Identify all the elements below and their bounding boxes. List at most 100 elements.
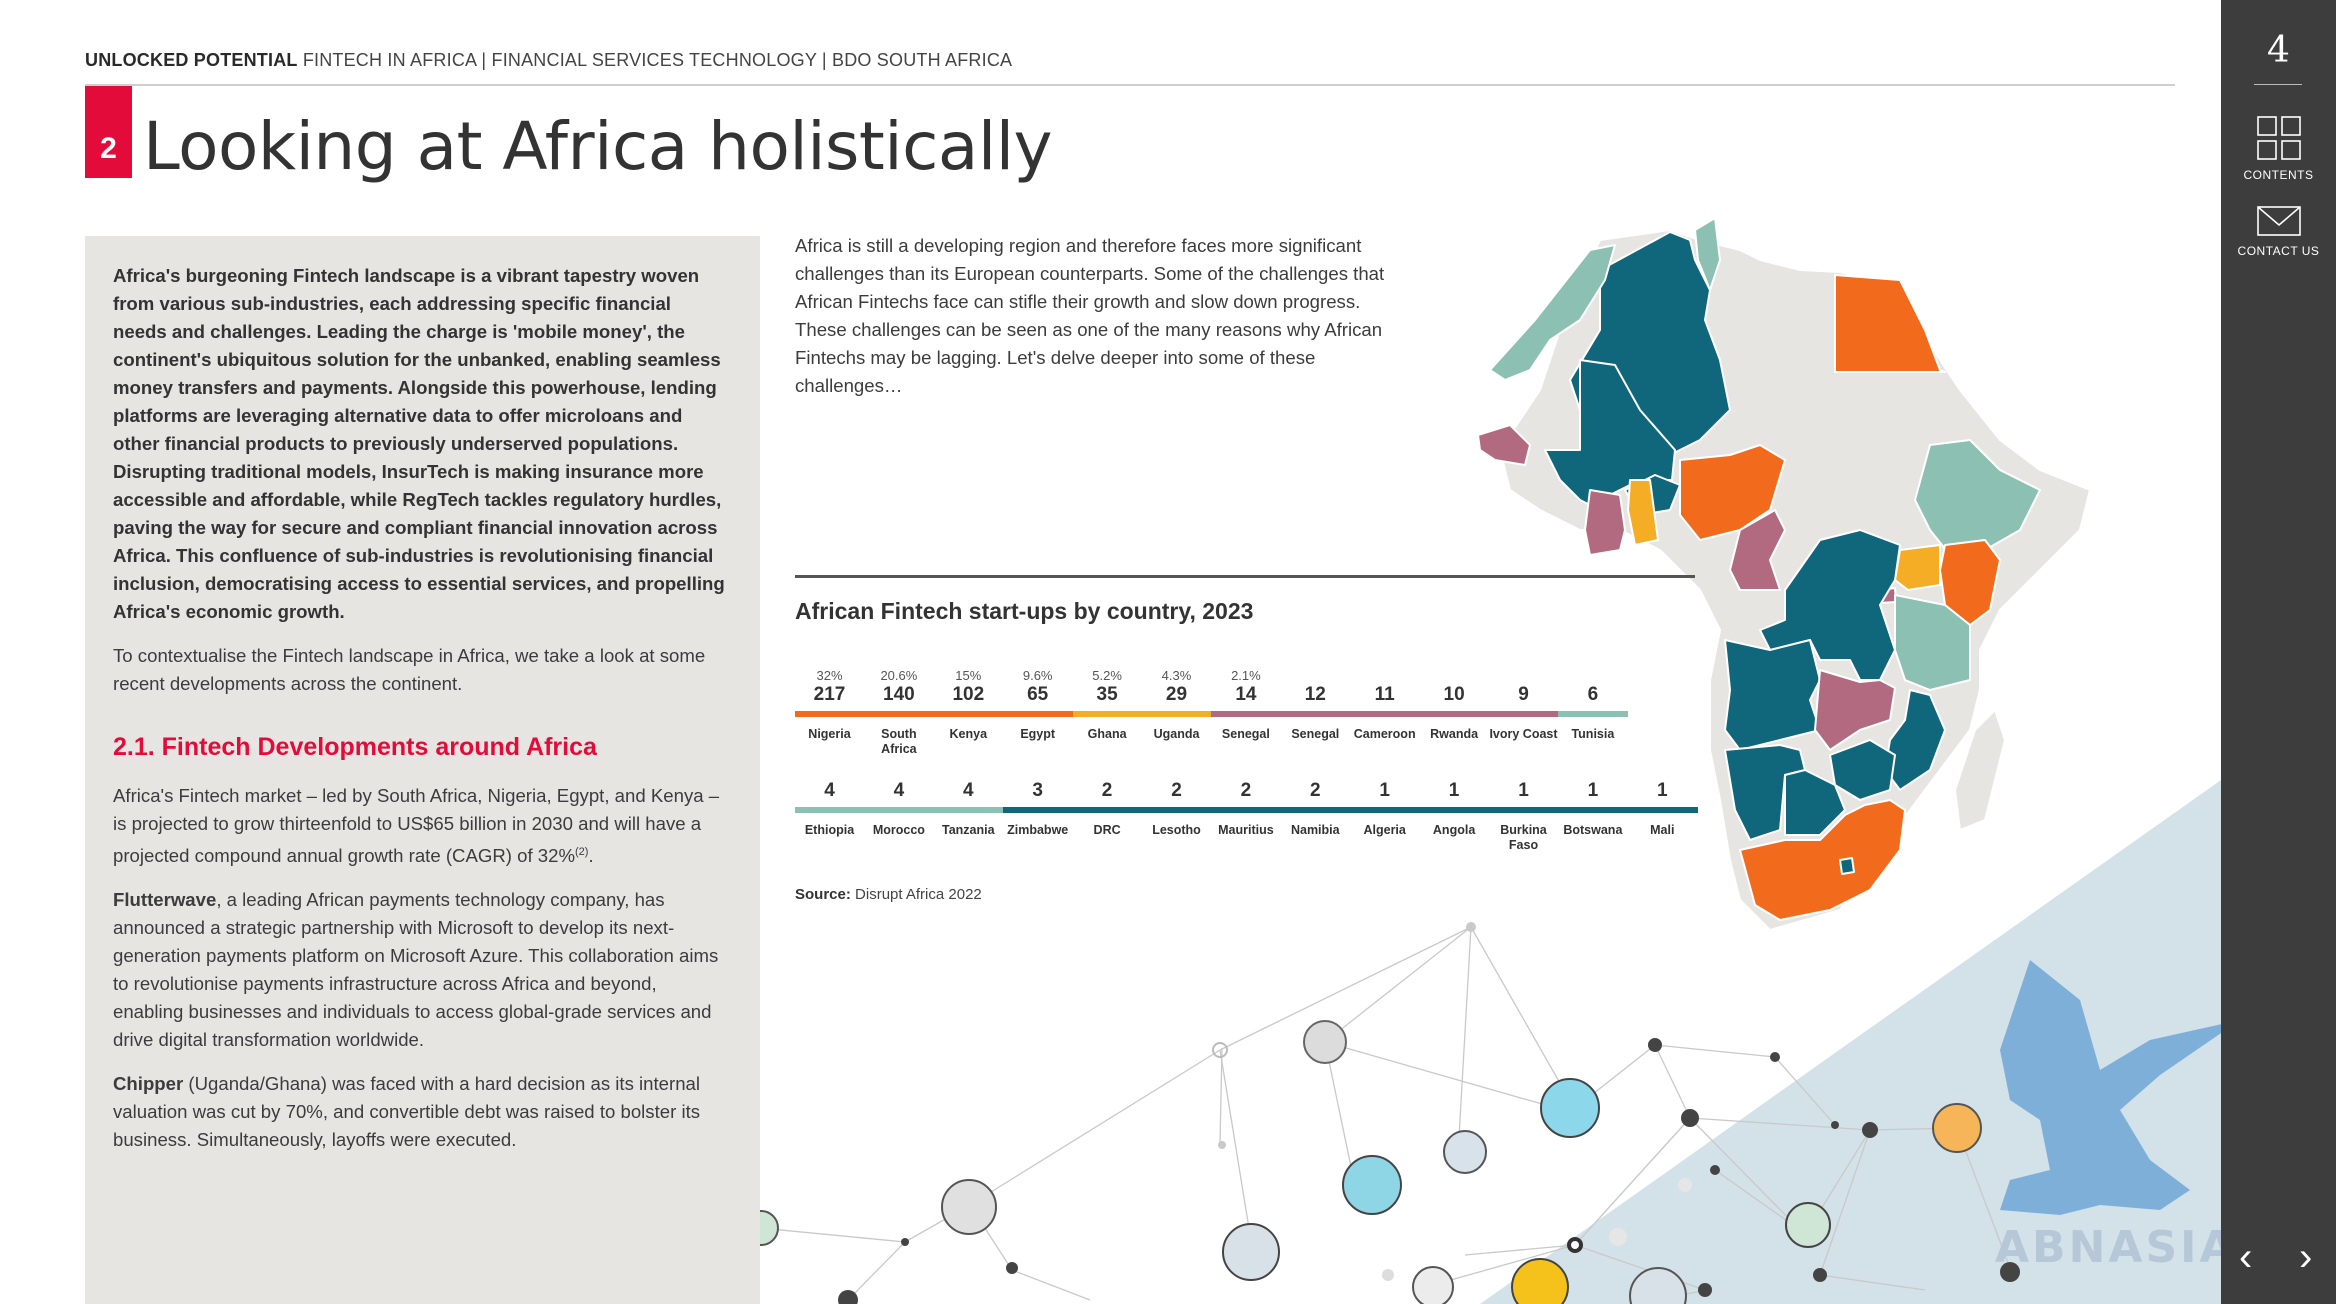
chart-cell-egypt: 9.6% 65 Egypt bbox=[1003, 668, 1074, 742]
map-ghana bbox=[1627, 479, 1659, 546]
map-angola bbox=[1724, 639, 1821, 751]
chart-value-label: 11 bbox=[1374, 684, 1395, 705]
lead-paragraph: Africa's burgeoning Fintech landscape is… bbox=[113, 265, 725, 622]
chart-pct-label: 2.1% bbox=[1231, 668, 1261, 683]
chart-country-label: Ivory Coast bbox=[1489, 727, 1558, 741]
map-tunisia bbox=[1694, 217, 1721, 291]
chart-country-label: Zimbabwe bbox=[1007, 823, 1069, 837]
chipper-paragraph: Chipper (Uganda/Ghana) was faced with a … bbox=[113, 1073, 701, 1151]
chart-country-label: Morocco bbox=[872, 823, 925, 837]
running-header: UNLOCKED POTENTIAL FINTECH IN AFRICA | F… bbox=[85, 50, 1012, 71]
decorative-background bbox=[639, 780, 2221, 1304]
chart-bar-segment bbox=[1280, 711, 1351, 717]
chart-bar-segment bbox=[933, 807, 1004, 813]
map-ethiopia bbox=[1914, 439, 2041, 556]
chart-source: Source: Disrupt Africa 2022 bbox=[795, 886, 982, 903]
next-page-button[interactable]: › bbox=[2299, 1235, 2313, 1279]
chart-country-label: Nigeria bbox=[808, 727, 851, 741]
map-uganda bbox=[1894, 544, 1941, 591]
chart-pct-label: 15% bbox=[955, 668, 982, 683]
footnote-ref[interactable]: (2) bbox=[575, 846, 589, 858]
chart-cell-south-africa: 20.6% 140 South Africa bbox=[864, 668, 935, 757]
chart-pct-label: 20.6% bbox=[880, 668, 918, 683]
chart-pct-label bbox=[1489, 668, 1558, 684]
chart-cell-algeria: 1 Algeria bbox=[1350, 780, 1421, 838]
chart-cell-ivory-coast: 9 Ivory Coast bbox=[1489, 668, 1559, 742]
chart-value-label: 65 bbox=[1027, 684, 1049, 705]
chart-bar-segment bbox=[1211, 807, 1282, 813]
chart-country-label: Burkina Faso bbox=[1500, 823, 1547, 852]
chart-country-label: Namibia bbox=[1290, 823, 1340, 837]
chart-bar-segment bbox=[1142, 711, 1212, 717]
chart-bar-segment bbox=[1350, 711, 1421, 717]
chart-cell-lesotho: 2 Lesotho bbox=[1142, 780, 1212, 838]
chart-value-label: 1 bbox=[1587, 780, 1599, 801]
chart-value-label: 2 bbox=[1310, 780, 1321, 801]
section-heading: 2.1. Fintech Developments around Africa bbox=[113, 733, 597, 761]
header-bold: UNLOCKED POTENTIAL bbox=[85, 50, 298, 70]
chart-title: African Fintech start-ups by country, 20… bbox=[795, 598, 1254, 624]
chart-bar-segment bbox=[1558, 711, 1629, 717]
page-title: Looking at Africa holistically bbox=[143, 108, 1053, 185]
chart-country-label: Kenya bbox=[949, 727, 988, 741]
map-morocco bbox=[1489, 244, 1616, 381]
chart-country-label: Angola bbox=[1432, 823, 1476, 837]
page-number: 4 bbox=[2267, 30, 2290, 71]
chart-bar-segment bbox=[1280, 807, 1351, 813]
contact-label: CONTACT US bbox=[2237, 244, 2320, 258]
chart-country-label: Botswana bbox=[1563, 823, 1623, 837]
chart-bar-segment bbox=[795, 711, 865, 717]
contents-button[interactable]: CONTENTS bbox=[2221, 115, 2336, 182]
chart-value-label: 1 bbox=[1657, 780, 1668, 801]
chart-country-label: Uganda bbox=[1153, 727, 1200, 741]
chart-bar-segment bbox=[864, 711, 935, 717]
map-tanzania bbox=[1894, 594, 1971, 691]
chart-country-label: Tanzania bbox=[942, 823, 995, 837]
africa-map bbox=[1477, 217, 2091, 930]
chart-cell-zimbabwe: 3 Zimbabwe bbox=[1003, 780, 1074, 838]
chart-bar-segment bbox=[1211, 711, 1282, 717]
chart-cell-mauritius: 2 Mauritius bbox=[1211, 780, 1282, 838]
chart-bar-segment bbox=[1558, 807, 1629, 813]
map-south-africa bbox=[1739, 799, 1906, 921]
chart-country-label: Cameroon bbox=[1353, 727, 1416, 741]
chart-bar-segment bbox=[1003, 711, 1074, 717]
map-madagascar bbox=[1954, 709, 2006, 831]
chart-country-label: Ghana bbox=[1087, 727, 1127, 741]
chart-cell-senegal: 2.1% 14 Senegal bbox=[1211, 668, 1282, 742]
map-botswana bbox=[1784, 769, 1846, 836]
chart-bar-segment bbox=[1142, 807, 1212, 813]
chart-bar-segment bbox=[1627, 807, 1698, 813]
chart-value-label: 217 bbox=[813, 684, 846, 705]
chart-bar-segment bbox=[933, 711, 1004, 717]
map-senegal bbox=[1477, 424, 1531, 466]
chart-cell-botswana: 1 Botswana bbox=[1558, 780, 1629, 838]
map-mozambique bbox=[1884, 689, 1946, 791]
prev-page-button[interactable]: ‹ bbox=[2239, 1235, 2253, 1279]
chart-country-label: Rwanda bbox=[1430, 727, 1479, 741]
chart-value-label: 2 bbox=[1101, 780, 1113, 801]
chart-country-label: Senegal bbox=[1291, 727, 1340, 741]
market-paragraph: Africa's Fintech market – led by South A… bbox=[113, 785, 720, 867]
chart-value-label: 10 bbox=[1443, 684, 1465, 705]
chart-cell-tunisia: 6 Tunisia bbox=[1558, 668, 1629, 742]
section-number-badge: 2 bbox=[85, 86, 132, 178]
chart-pct-label bbox=[1350, 668, 1419, 684]
chart-value-label: 2 bbox=[1240, 780, 1252, 801]
chart-pct-label: 5.2% bbox=[1092, 668, 1122, 683]
chart-value-label: 14 bbox=[1235, 684, 1257, 705]
griffin-watermark-logo bbox=[2000, 960, 2221, 1215]
chart-value-label: 35 bbox=[1096, 684, 1118, 705]
chart-value-label: 140 bbox=[883, 684, 915, 705]
chart-pct-label bbox=[1281, 668, 1350, 684]
chart-cell-ethiopia: 4 Ethiopia bbox=[795, 780, 865, 838]
chart-value-label: 4 bbox=[824, 780, 835, 801]
header-rest: FINTECH IN AFRICA | FINANCIAL SERVICES T… bbox=[302, 50, 1013, 70]
chart-cell-tanzania: 4 Tanzania bbox=[933, 780, 1004, 838]
chart-pct-label bbox=[1558, 668, 1627, 684]
map-lesotho bbox=[1839, 857, 1855, 875]
chart-cell-senegal: 12 Senegal bbox=[1280, 668, 1351, 742]
chart-bar-segment bbox=[1419, 807, 1490, 813]
chart-value-label: 2 bbox=[1171, 780, 1182, 801]
contact-button[interactable]: CONTACT US bbox=[2221, 205, 2336, 258]
